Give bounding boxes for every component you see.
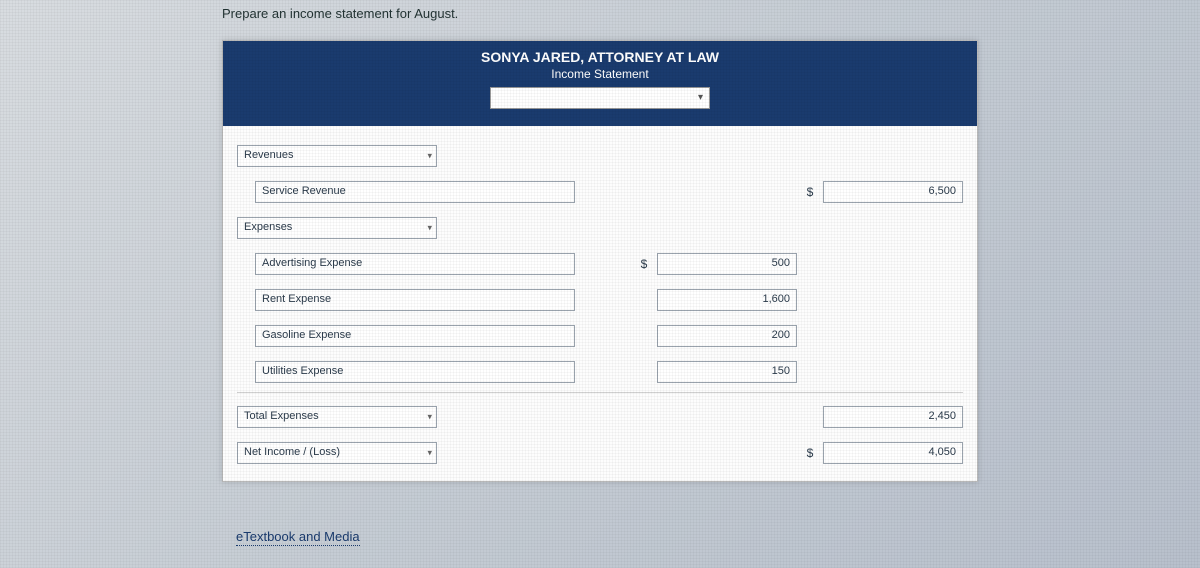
chevron-down-icon: ▾ <box>427 223 432 234</box>
chevron-down-icon: ▾ <box>427 412 432 423</box>
rent-dropdown[interactable]: Rent Expense ▾ <box>255 289 575 311</box>
instruction-text: Prepare an income statement for August. <box>222 6 458 21</box>
expenses-label: Expenses <box>244 221 292 233</box>
income-statement-form: SONYA JARED, ATTORNEY AT LAW Income Stat… <box>222 40 978 482</box>
total-expenses-dropdown[interactable]: Total Expenses ▾ <box>237 406 437 428</box>
row-service-revenue: Service Revenue ▾ $ 6,500 <box>237 174 963 210</box>
row-rent: Rent Expense ▾ 1,600 <box>237 282 963 318</box>
row-revenues-section: Revenues ▾ <box>237 138 963 174</box>
utilities-label: Utilities Expense <box>262 365 343 377</box>
chevron-down-icon: ▾ <box>698 92 703 103</box>
service-revenue-dropdown[interactable]: Service Revenue ▾ <box>255 181 575 203</box>
row-advertising: Advertising Expense ▾ $ 500 <box>237 246 963 282</box>
form-title: SONYA JARED, ATTORNEY AT LAW <box>223 49 977 65</box>
total-expenses-label: Total Expenses <box>244 410 319 422</box>
form-body: Revenues ▾ Service Revenue ▾ $ 6,500 Exp… <box>223 126 977 481</box>
row-net-income: Net Income / (Loss) ▾ $ 4,050 <box>237 435 963 471</box>
net-income-amount[interactable]: 4,050 <box>823 442 963 464</box>
chevron-down-icon: ▾ <box>427 151 432 162</box>
chevron-down-icon: ▾ <box>427 448 432 459</box>
gasoline-label: Gasoline Expense <box>262 329 351 341</box>
currency-symbol: $ <box>635 257 653 271</box>
net-income-dropdown[interactable]: Net Income / (Loss) ▾ <box>237 442 437 464</box>
net-income-label: Net Income / (Loss) <box>244 446 340 458</box>
currency-symbol: $ <box>801 446 819 460</box>
advertising-amount[interactable]: 500 <box>657 253 797 275</box>
total-expenses-amount[interactable]: 2,450 <box>823 406 963 428</box>
period-dropdown[interactable]: ▾ <box>490 87 710 109</box>
advertising-dropdown[interactable]: Advertising Expense ▾ <box>255 253 575 275</box>
service-revenue-amount[interactable]: 6,500 <box>823 181 963 203</box>
etextbook-link[interactable]: eTextbook and Media <box>236 529 360 546</box>
form-subtitle: Income Statement <box>223 67 977 81</box>
form-header: SONYA JARED, ATTORNEY AT LAW Income Stat… <box>223 41 977 126</box>
utilities-amount[interactable]: 150 <box>657 361 797 383</box>
row-utilities: Utilities Expense ▾ 150 <box>237 354 963 390</box>
advertising-label: Advertising Expense <box>262 257 362 269</box>
divider <box>237 392 963 393</box>
rent-label: Rent Expense <box>262 293 331 305</box>
gasoline-amount[interactable]: 200 <box>657 325 797 347</box>
service-revenue-label: Service Revenue <box>262 185 346 197</box>
row-total-expenses: Total Expenses ▾ 2,450 <box>237 399 963 435</box>
revenues-label: Revenues <box>244 149 294 161</box>
revenues-dropdown[interactable]: Revenues ▾ <box>237 145 437 167</box>
row-gasoline: Gasoline Expense ▾ 200 <box>237 318 963 354</box>
utilities-dropdown[interactable]: Utilities Expense ▾ <box>255 361 575 383</box>
expenses-dropdown[interactable]: Expenses ▾ <box>237 217 437 239</box>
gasoline-dropdown[interactable]: Gasoline Expense ▾ <box>255 325 575 347</box>
row-expenses-section: Expenses ▾ <box>237 210 963 246</box>
rent-amount[interactable]: 1,600 <box>657 289 797 311</box>
currency-symbol: $ <box>801 185 819 199</box>
